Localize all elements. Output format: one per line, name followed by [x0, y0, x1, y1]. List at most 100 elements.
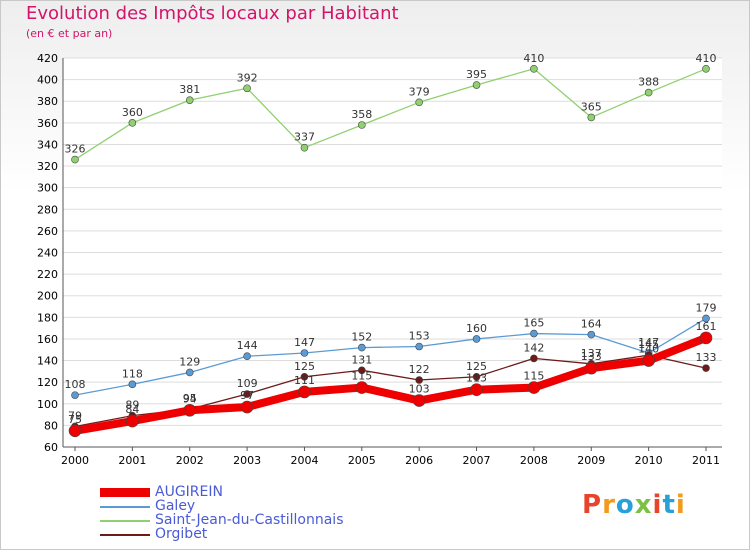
- data-point-saint-jean-du-castillonnais: [587, 113, 596, 122]
- data-label-saint-jean-du-castillonnais: 381: [179, 83, 200, 96]
- data-point-saint-jean-du-castillonnais: [530, 65, 538, 73]
- data-point-orgibet: [702, 364, 710, 372]
- data-point-orgibet: [358, 366, 366, 375]
- data-label-orgibet: 142: [523, 341, 544, 354]
- data-point-saint-jean-du-castillonnais: [358, 121, 366, 129]
- data-label-orgibet: 89: [125, 399, 139, 412]
- data-label-augirein: 115: [351, 370, 372, 383]
- x-tick-label: 2006: [405, 454, 433, 467]
- data-point-augirein: [470, 383, 483, 397]
- data-point-orgibet: [472, 372, 481, 381]
- data-point-saint-jean-du-castillonnais: [702, 65, 710, 73]
- data-label-saint-jean-du-castillonnais: 410: [696, 52, 717, 65]
- y-tick-label: 340: [37, 138, 58, 151]
- y-tick-label: 140: [37, 355, 58, 368]
- data-label-orgibet: 133: [696, 351, 717, 364]
- data-label-saint-jean-du-castillonnais: 392: [237, 71, 258, 84]
- data-point-galey: [702, 314, 710, 323]
- data-label-saint-jean-du-castillonnais: 388: [638, 76, 659, 89]
- brand-letter: t: [662, 490, 676, 520]
- data-label-augirein: 113: [466, 372, 487, 385]
- y-tick-label: 420: [37, 52, 58, 65]
- data-point-augirein: [355, 381, 369, 394]
- data-point-saint-jean-du-castillonnais: [644, 88, 653, 97]
- y-tick-label: 240: [37, 247, 58, 260]
- data-point-saint-jean-du-castillonnais: [243, 84, 251, 93]
- data-point-augirein: [642, 354, 655, 367]
- brand-letter: i: [652, 490, 663, 520]
- data-label-galey: 164: [581, 318, 602, 331]
- data-point-saint-jean-du-castillonnais: [71, 155, 79, 164]
- data-label-augirein: 161: [696, 320, 717, 333]
- data-point-augirein: [298, 385, 311, 399]
- data-label-saint-jean-du-castillonnais: 358: [351, 108, 372, 121]
- data-point-galey: [358, 343, 366, 352]
- brand-letter: r: [602, 490, 616, 520]
- legend-swatch-augirein: [100, 488, 150, 497]
- data-label-saint-jean-du-castillonnais: 337: [294, 131, 315, 144]
- y-tick-label: 320: [37, 160, 58, 173]
- x-tick-label: 2004: [290, 454, 318, 467]
- y-tick-label: 360: [37, 117, 58, 130]
- x-tick-label: 2003: [233, 454, 261, 467]
- y-tick-label: 260: [37, 225, 58, 238]
- data-point-augirein: [527, 381, 541, 394]
- data-label-saint-jean-du-castillonnais: 410: [523, 52, 544, 65]
- data-point-saint-jean-du-castillonnais: [415, 98, 423, 107]
- data-label-saint-jean-du-castillonnais: 326: [65, 143, 86, 156]
- data-label-saint-jean-du-castillonnais: 395: [466, 68, 487, 81]
- brand-letter: o: [615, 490, 635, 520]
- data-point-galey: [415, 342, 423, 351]
- data-point-augirein: [68, 424, 82, 438]
- data-label-saint-jean-du-castillonnais: 360: [122, 106, 143, 119]
- data-label-orgibet: 125: [294, 360, 315, 373]
- data-label-saint-jean-du-castillonnais: 365: [581, 100, 602, 113]
- x-tick-label: 2000: [61, 454, 89, 467]
- data-label-orgibet: 125: [466, 360, 487, 373]
- data-label-galey: 179: [696, 301, 717, 314]
- data-point-galey: [300, 349, 309, 357]
- data-point-saint-jean-du-castillonnais: [472, 81, 481, 89]
- data-label-galey: 152: [351, 331, 372, 344]
- data-point-saint-jean-du-castillonnais: [300, 143, 309, 152]
- data-point-augirein: [183, 403, 197, 417]
- data-point-orgibet: [243, 390, 251, 398]
- data-point-galey: [71, 391, 79, 399]
- data-label-galey: 118: [122, 367, 143, 380]
- data-point-galey: [530, 329, 538, 338]
- data-point-galey: [472, 335, 481, 343]
- legend-label-saint-jean: Saint-Jean-du-Castillonnais: [155, 512, 344, 528]
- data-point-galey: [128, 380, 137, 389]
- data-label-orgibet: 145: [638, 338, 659, 351]
- brand-letter: P: [582, 490, 603, 520]
- y-tick-label: 220: [37, 268, 58, 281]
- data-point-saint-jean-du-castillonnais: [185, 96, 194, 104]
- data-label-orgibet: 122: [409, 363, 430, 376]
- data-label-galey: 129: [179, 355, 200, 368]
- data-point-augirein: [412, 394, 426, 407]
- x-tick-label: 2008: [520, 454, 548, 467]
- data-label-galey: 160: [466, 322, 487, 335]
- data-point-orgibet: [300, 372, 309, 381]
- data-label-augirein: 140: [638, 343, 659, 356]
- brand-letter: i: [675, 490, 686, 520]
- y-tick-label: 60: [44, 441, 58, 454]
- x-tick-label: 2007: [463, 454, 491, 467]
- x-tick-label: 2010: [635, 454, 663, 467]
- data-point-augirein: [126, 414, 139, 428]
- series-line-galey: [74, 317, 707, 396]
- legend-swatch-orgibet: [100, 534, 150, 536]
- data-label-augirein: 103: [409, 383, 430, 396]
- y-tick-label: 280: [37, 203, 58, 216]
- data-point-augirein: [240, 400, 254, 414]
- data-point-augirein: [699, 331, 713, 345]
- data-label-augirein: 111: [294, 374, 315, 387]
- y-tick-label: 80: [44, 419, 58, 432]
- x-tick-label: 2001: [118, 454, 146, 467]
- data-label-saint-jean-du-castillonnais: 379: [409, 85, 430, 98]
- y-tick-label: 380: [37, 95, 58, 108]
- data-label-augirein: 75: [68, 413, 82, 426]
- data-label-orgibet: 137: [581, 347, 602, 360]
- y-tick-label: 180: [37, 311, 58, 324]
- legend-swatch-galey: [100, 506, 150, 508]
